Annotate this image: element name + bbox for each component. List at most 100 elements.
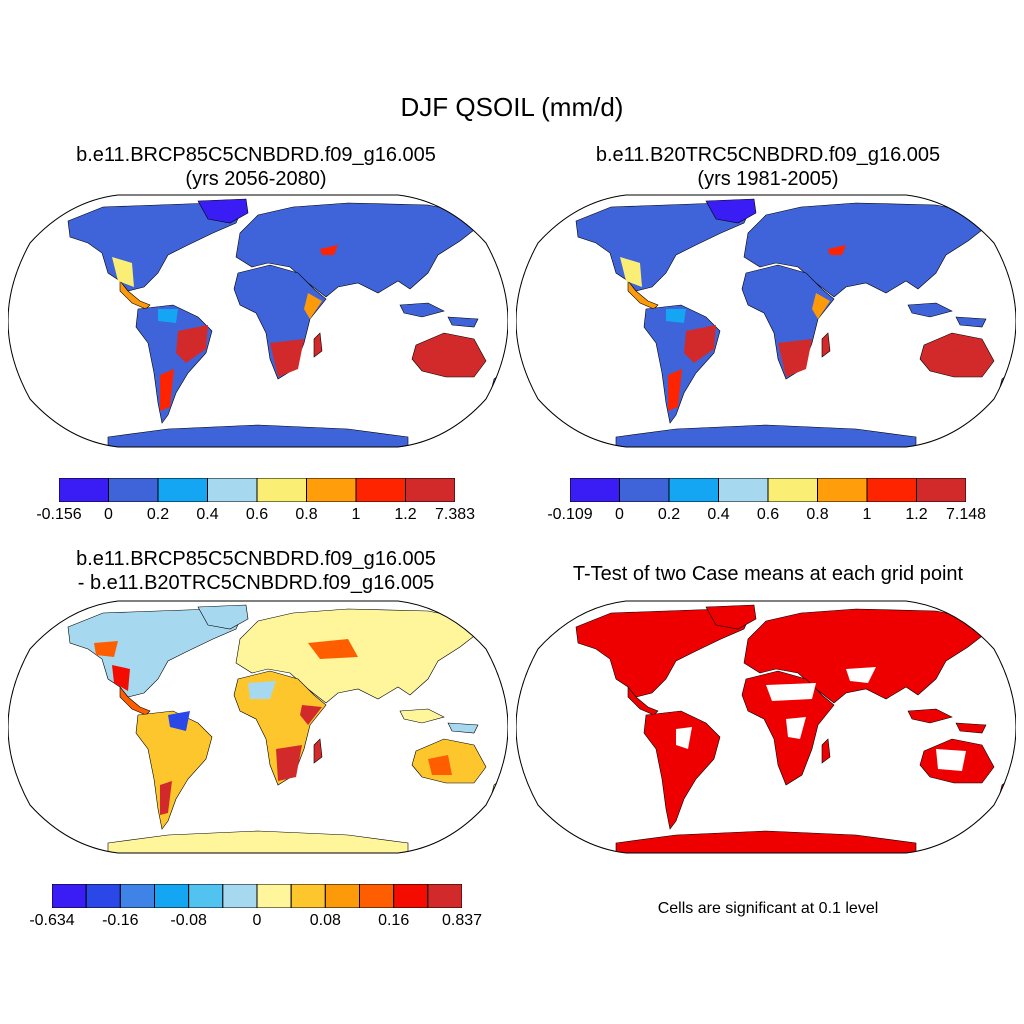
map-border xyxy=(8,600,508,854)
colorbar-box xyxy=(817,478,868,502)
cbar1-label: 0 xyxy=(104,506,113,523)
value-patch xyxy=(620,257,642,287)
colorbar-box xyxy=(916,478,966,502)
not-significant-area xyxy=(786,717,806,739)
panel-3-title-line2: - b.e11.B20TRC5CNBDRD.f09_g16.005 xyxy=(77,572,435,594)
cbar1-label: 1.2 xyxy=(394,506,417,523)
value-patch xyxy=(812,293,830,319)
colorbar-box xyxy=(108,478,159,502)
colorbar-box xyxy=(157,478,208,502)
cbar2-label: 0.2 xyxy=(657,506,681,523)
panel-1-colorbar-labels: -0.156 0 0.2 0.4 0.6 0.8 1 1.2 7.383 xyxy=(36,506,475,526)
cbar1-label: 0.2 xyxy=(146,506,170,523)
land-madagascar xyxy=(821,738,831,764)
colorbar-box xyxy=(52,884,87,908)
map-content xyxy=(575,604,1011,853)
land-southAmerica xyxy=(643,710,721,830)
not-significant-area xyxy=(766,683,816,701)
cbar1-label: 0.8 xyxy=(295,506,318,523)
cbar2-label: -0.109 xyxy=(547,506,593,523)
land-newGuinea xyxy=(955,316,987,328)
value-patch xyxy=(418,347,480,371)
colorbar-box xyxy=(405,478,455,502)
panel-1-colorbar xyxy=(59,478,455,502)
colorbar-box xyxy=(119,884,156,908)
value-patch xyxy=(320,245,338,255)
value-patch xyxy=(176,325,208,363)
panel-3-title-line1: b.e11.BRCP85C5CNBDRD.f09_g16.005 xyxy=(76,548,436,570)
cbar3-label: -0.634 xyxy=(29,912,75,929)
panel-1-map xyxy=(8,194,508,448)
colorbar-box xyxy=(324,884,361,908)
colorbar-box xyxy=(619,478,670,502)
value-patch xyxy=(668,369,682,411)
cbar2-label: 7.148 xyxy=(945,506,987,523)
colorbar-box xyxy=(154,884,190,908)
value-patch xyxy=(168,711,190,731)
panel-2-colorbar xyxy=(570,478,966,502)
land-seAsiaIslands xyxy=(399,708,445,724)
land-centralAmerica xyxy=(627,686,659,716)
land-newZealand xyxy=(489,778,503,802)
land-greenland xyxy=(705,198,757,224)
land-greenland xyxy=(197,604,249,630)
cbar2-label: 0.8 xyxy=(806,506,829,523)
value-patch xyxy=(778,339,812,377)
colorbar-box xyxy=(222,884,258,908)
land-newZealand xyxy=(997,372,1011,396)
value-patch xyxy=(684,325,716,363)
land-antarctica xyxy=(615,424,917,447)
panel-3-map xyxy=(8,600,508,854)
significance-note: Cells are significant at 0.1 level xyxy=(657,900,879,917)
land-seAsiaIslands xyxy=(907,708,953,724)
value-patch xyxy=(270,339,304,377)
land-antarctica xyxy=(107,424,409,447)
map-content xyxy=(67,198,503,447)
colorbar-box xyxy=(393,884,429,908)
land-seAsiaIslands xyxy=(399,302,445,318)
value-patch xyxy=(926,347,988,371)
panel-3-colorbar xyxy=(52,884,462,908)
land-southAmerica xyxy=(135,710,213,830)
colorbar-box xyxy=(718,478,769,502)
not-significant-area xyxy=(846,667,876,683)
colorbar-box xyxy=(427,884,462,908)
map-border xyxy=(516,194,1016,448)
colorbar-box xyxy=(866,478,917,502)
map-border xyxy=(516,600,1016,854)
value-patch xyxy=(160,781,172,815)
land-newGuinea xyxy=(955,722,987,734)
land-antarctica xyxy=(107,830,409,853)
land-madagascar xyxy=(313,332,323,358)
value-patch xyxy=(112,665,130,691)
panel-2-map xyxy=(516,194,1016,448)
value-patch xyxy=(828,245,846,255)
cbar2-label: 0 xyxy=(615,506,624,523)
map-content xyxy=(67,604,503,853)
cbar3-label: 0.08 xyxy=(309,912,341,929)
cbar3-label: -0.16 xyxy=(102,912,139,929)
panel-4-title: T-Test of two Case means at each grid po… xyxy=(572,563,964,585)
colorbar-box xyxy=(85,884,121,908)
land-seAsiaIslands xyxy=(907,302,953,318)
cbar2-label: 0.6 xyxy=(756,506,780,523)
panel-4-map xyxy=(516,600,1016,854)
cbar1-label: 0.6 xyxy=(245,506,269,523)
colorbar-box xyxy=(256,478,307,502)
colorbar-box xyxy=(59,478,109,502)
land-antarctica xyxy=(615,830,917,853)
cbar2-label: 1.2 xyxy=(905,506,928,523)
value-patch xyxy=(94,641,118,657)
panel-1-title: b.e11.BRCP85C5CNBDRD.f09_g16.005 (yrs 20… xyxy=(0,143,512,191)
land-greenland xyxy=(197,198,249,224)
land-centralAmerica xyxy=(119,686,151,716)
value-patch xyxy=(248,681,276,699)
cbar3-label: 0.837 xyxy=(441,912,483,929)
colorbar-box xyxy=(570,478,620,502)
colorbar-box xyxy=(668,478,719,502)
land-centralAmerica xyxy=(119,280,151,310)
map-content xyxy=(575,198,1011,447)
map-border xyxy=(8,194,508,448)
cbar3-label: -0.08 xyxy=(170,912,207,929)
cbar1-label: -0.156 xyxy=(36,506,82,523)
